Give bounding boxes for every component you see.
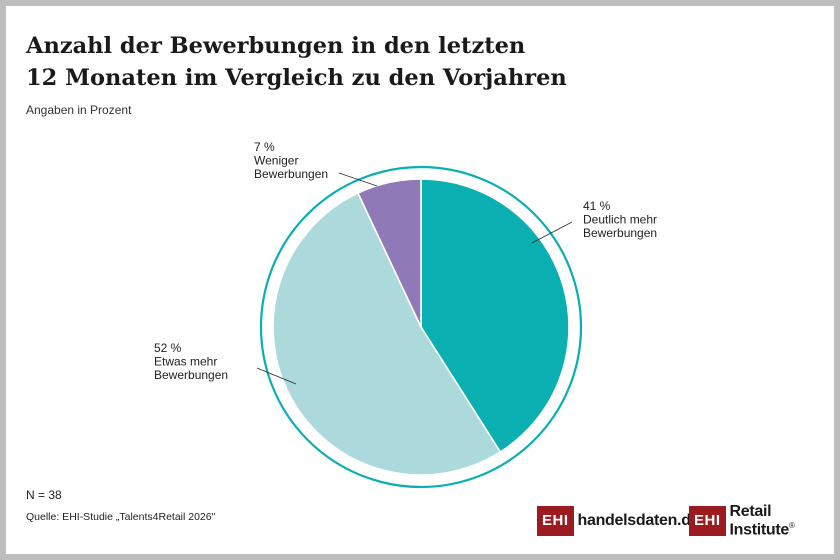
leader-line-weniger-bewerbungen (338, 172, 378, 187)
data-label-etwas-mehr-bewerbungen-line-2: Bewerbungen (154, 368, 228, 382)
ehi-logo-box: EHI (689, 506, 726, 536)
data-label-deutlich-mehr-bewerbungen-line-2: Bewerbungen (583, 226, 657, 240)
pie-slice-deutlich-mehr-bewerbungen (420, 178, 570, 454)
retail-institute-logo-text: Retail Institute® (730, 503, 840, 539)
ehi-logo-box: EHI (537, 506, 574, 536)
handelsdaten-logo: EHI handelsdaten.de (537, 505, 700, 537)
data-label-weniger-bewerbungen-line-2: Bewerbungen (254, 167, 328, 181)
data-label-deutlich-mehr-bewerbungen-line-1: Deutlich mehr (583, 213, 657, 227)
leader-line-etwas-mehr-bewerbungen (256, 367, 297, 385)
chart-title: Anzahl der Bewerbungen in den letzten 12… (26, 30, 666, 94)
handelsdaten-logo-text: handelsdaten.de (577, 512, 700, 529)
data-label-etwas-mehr-bewerbungen-line-1: Etwas mehr (154, 355, 217, 369)
data-label-weniger-bewerbungen-line-1: Weniger (254, 154, 298, 168)
pie-slice-etwas-mehr-bewerbungen (272, 192, 502, 476)
chart-title-line-1: Anzahl der Bewerbungen in den letzten (26, 33, 526, 59)
ehi-retail-institute-logo: EHI Retail Institute® (689, 503, 840, 539)
data-label-weniger-bewerbungen-value: 7 % (254, 140, 275, 154)
data-label-etwas-mehr-bewerbungen-value: 52 % (154, 341, 182, 355)
chart-title-line-2: 12 Monaten im Vergleich zu den Vorjahren (26, 65, 567, 91)
pie-slice-weniger-bewerbungen (356, 178, 422, 328)
sample-size: N = 38 (26, 488, 62, 502)
leader-line-deutlich-mehr-bewerbungen (531, 221, 573, 244)
chart-subtitle: Angaben in Prozent (26, 103, 132, 117)
pie-outer-ring (259, 165, 583, 489)
source-note: Quelle: EHI-Studie „Talents4Retail 2026" (26, 511, 216, 523)
retail-institute-name: Retail Institute (729, 502, 790, 539)
data-label-deutlich-mehr-bewerbungen-value: 41 % (583, 199, 611, 213)
registered-mark: ® (789, 520, 795, 530)
